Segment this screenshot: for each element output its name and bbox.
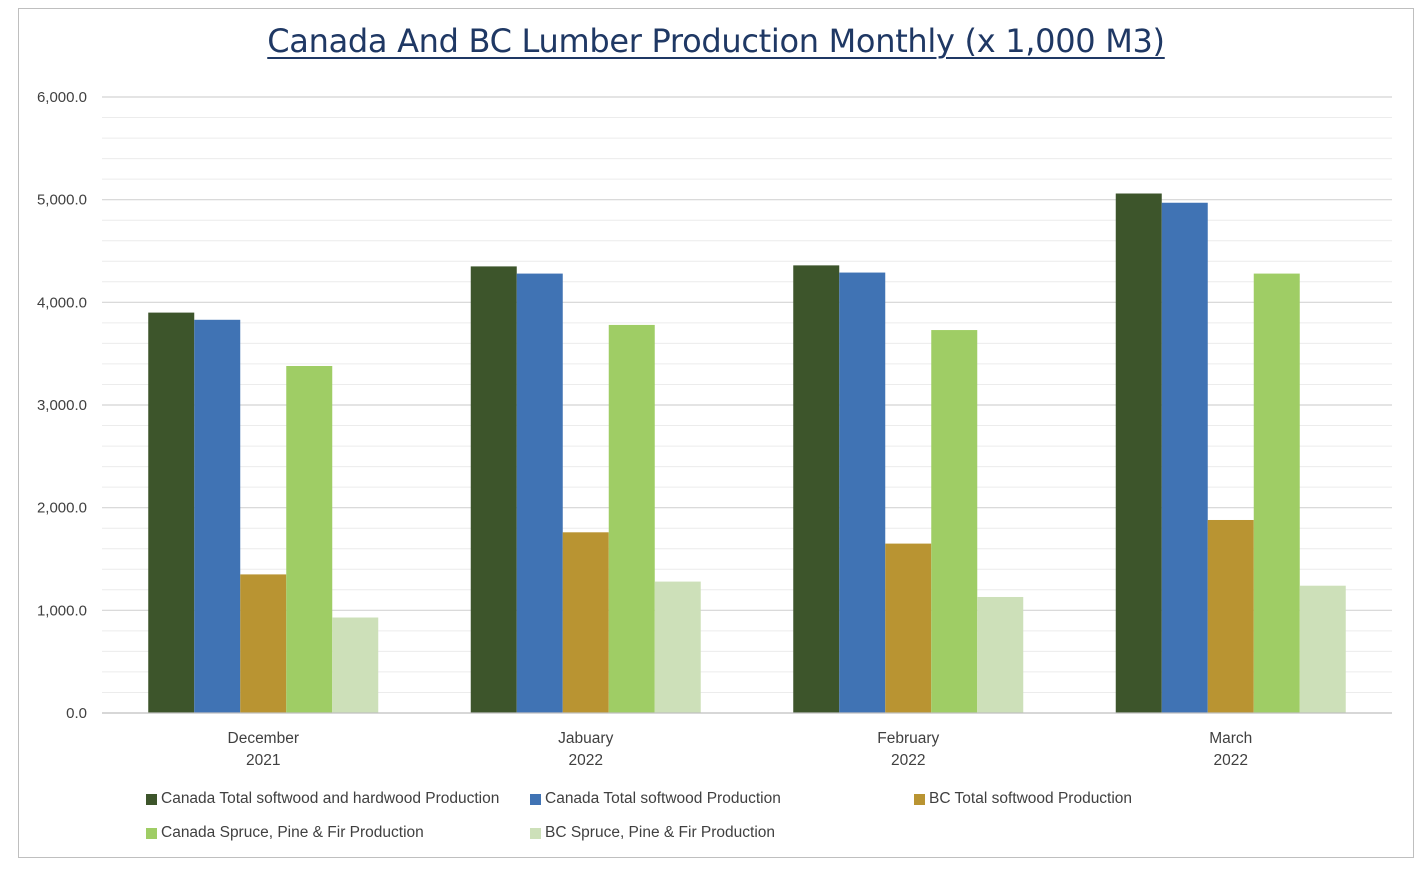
bar bbox=[470, 266, 517, 713]
bar bbox=[1299, 585, 1346, 713]
bar bbox=[1161, 202, 1208, 713]
bar bbox=[332, 617, 379, 713]
bar bbox=[793, 265, 840, 713]
bar bbox=[562, 532, 609, 713]
y-tick-label: 5,000.0 bbox=[37, 192, 87, 209]
y-tick-label: 1,000.0 bbox=[37, 602, 87, 619]
x-tick-label: March bbox=[1209, 730, 1252, 747]
bar bbox=[1253, 273, 1300, 713]
y-tick-label: 0.0 bbox=[66, 705, 87, 722]
bar bbox=[977, 596, 1024, 713]
bar bbox=[286, 365, 333, 713]
y-tick-label: 6,000.0 bbox=[37, 89, 87, 106]
x-tick-label: Jabuary bbox=[558, 730, 613, 747]
chart-title: Canada And BC Lumber Production Monthly … bbox=[267, 22, 1165, 60]
bar bbox=[1115, 193, 1162, 714]
x-tick-label: 2022 bbox=[569, 752, 603, 769]
x-tick-label: December bbox=[228, 730, 300, 747]
x-tick-label: 2022 bbox=[891, 752, 925, 769]
bar bbox=[608, 324, 655, 713]
bar bbox=[194, 319, 241, 713]
y-tick-label: 2,000.0 bbox=[37, 500, 87, 517]
bar bbox=[885, 543, 932, 713]
x-tick-label: 2022 bbox=[1214, 752, 1248, 769]
bar bbox=[654, 581, 701, 713]
bar bbox=[1207, 519, 1254, 713]
x-tick-label: February bbox=[877, 730, 939, 747]
bar bbox=[839, 272, 886, 713]
bar bbox=[148, 312, 195, 713]
bar bbox=[931, 330, 978, 713]
bar bbox=[516, 273, 563, 713]
y-tick-label: 4,000.0 bbox=[37, 294, 87, 311]
x-tick-label: 2021 bbox=[246, 752, 280, 769]
bar bbox=[240, 574, 287, 713]
y-tick-label: 3,000.0 bbox=[37, 397, 87, 414]
